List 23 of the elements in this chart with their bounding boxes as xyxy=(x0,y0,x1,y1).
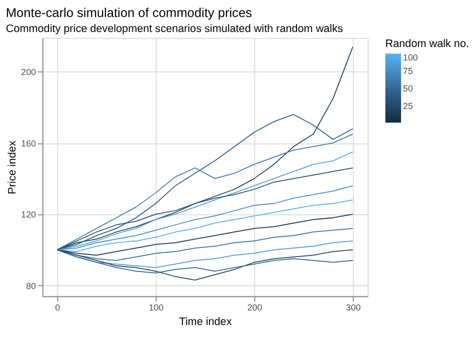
line-series xyxy=(56,214,354,256)
line-series xyxy=(56,185,354,250)
chart-subtitle: Commodity price development scenarios simulated with random walks xyxy=(6,22,344,35)
color-bar-label: 75 xyxy=(403,66,413,76)
color-bar-title: Random walk no. xyxy=(385,38,469,50)
y-tick-label: 80 xyxy=(26,280,36,291)
color-bar-label: 50 xyxy=(403,83,413,94)
color-bar-label: 100 xyxy=(403,52,418,63)
color-bar-label: 25 xyxy=(403,100,413,111)
x-tick-label: 300 xyxy=(346,302,361,312)
x-tick-label: 0 xyxy=(55,302,60,312)
line-series xyxy=(56,167,354,250)
y-tick-label: 200 xyxy=(21,67,36,78)
line-series xyxy=(56,199,354,252)
y-tick-label: 160 xyxy=(21,138,36,148)
line-series xyxy=(56,249,354,281)
x-axis-title: Time index xyxy=(179,316,232,328)
x-tick-label: 200 xyxy=(247,302,262,312)
line-series xyxy=(56,249,354,274)
x-tick-label: 100 xyxy=(148,302,164,312)
y-tick-label: 120 xyxy=(21,210,36,220)
y-axis-title: Price index xyxy=(6,140,18,194)
chart-title: Monte-carlo simulation of commodity prices xyxy=(6,5,252,20)
